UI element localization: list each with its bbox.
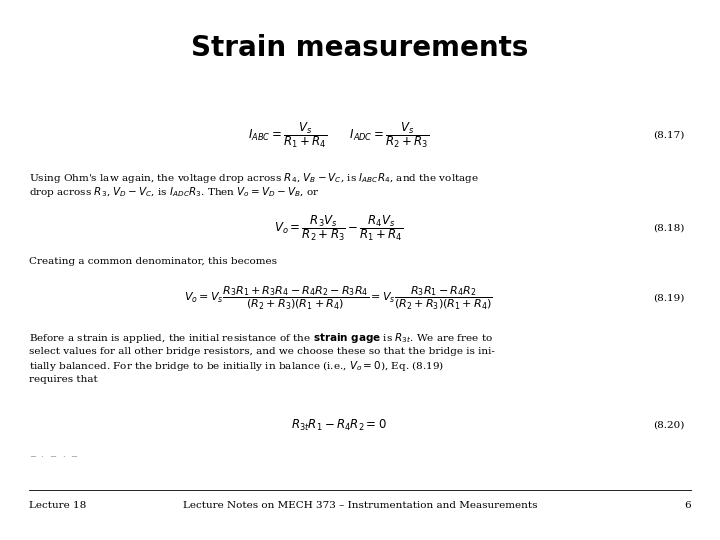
- Text: Before a strain is applied, the initial resistance of the $\mathbf{strain\ gage}: Before a strain is applied, the initial …: [29, 331, 493, 345]
- Text: Lecture 18: Lecture 18: [29, 501, 86, 510]
- Text: (8.17): (8.17): [652, 131, 684, 139]
- Text: drop across $R_3$, $V_D - V_C$, is $I_{ADC}R_3$. Then $V_o = V_D - V_B$, or: drop across $R_3$, $V_D - V_C$, is $I_{A…: [29, 185, 319, 199]
- Text: $R_{3t}R_1 - R_4 R_2 = 0$: $R_{3t}R_1 - R_4 R_2 = 0$: [291, 417, 386, 433]
- Text: Lecture Notes on MECH 373 – Instrumentation and Measurements: Lecture Notes on MECH 373 – Instrumentat…: [183, 501, 537, 510]
- Text: Using Ohm's law again, the voltage drop across $R_4$, $V_B - V_C$, is $I_{ABC}R_: Using Ohm's law again, the voltage drop …: [29, 171, 479, 185]
- Text: tially balanced. For the bridge to be initially in balance (i.e., $V_o = 0$), Eq: tially balanced. For the bridge to be in…: [29, 359, 444, 373]
- Text: Creating a common denominator, this becomes: Creating a common denominator, this beco…: [29, 258, 276, 267]
- Text: (8.20): (8.20): [652, 421, 684, 429]
- Text: 6: 6: [685, 501, 691, 510]
- Text: Strain measurements: Strain measurements: [192, 34, 528, 62]
- Text: (8.18): (8.18): [652, 224, 684, 233]
- Text: $V_o = \dfrac{R_3 V_s}{R_2 + R_3} - \dfrac{R_4 V_s}{R_1 + R_4}$: $V_o = \dfrac{R_3 V_s}{R_2 + R_3} - \dfr…: [274, 213, 403, 243]
- Text: requires that: requires that: [29, 375, 97, 384]
- Text: $I_{ABC} = \dfrac{V_s}{R_1 + R_4} \quad\quad I_{ADC} = \dfrac{V_s}{R_2 + R_3}$: $I_{ABC} = \dfrac{V_s}{R_1 + R_4} \quad\…: [248, 120, 429, 150]
- Text: $V_o = V_s\dfrac{R_3R_1 + R_3R_4 - R_4R_2 - R_3R_4}{(R_2 + R_3)(R_1 + R_4)} = V_: $V_o = V_s\dfrac{R_3R_1 + R_3R_4 - R_4R_…: [184, 285, 492, 312]
- Text: (8.19): (8.19): [652, 294, 684, 302]
- Text: $-\ \cdot\ -\ \cdot\ -$: $-\ \cdot\ -\ \cdot\ -$: [29, 451, 78, 459]
- Text: select values for all other bridge resistors, and we choose these so that the br: select values for all other bridge resis…: [29, 348, 495, 356]
